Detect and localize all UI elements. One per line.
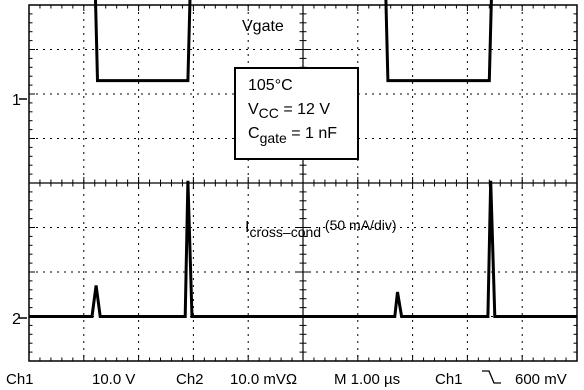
vcc-subscript: CC: [259, 105, 279, 121]
conditions-box-frame: [234, 67, 359, 160]
vcc-symbol: V: [248, 101, 259, 118]
ch2-name: Ch2: [176, 371, 204, 388]
trace-icross-cond: [29, 180, 577, 318]
ch1-scale: 10.0 V: [92, 371, 135, 388]
icross-subscript: cross–cond: [249, 224, 321, 240]
conditions-box: 105°C VCC = 12 V Cgate = 1 nF: [234, 67, 359, 160]
icross-scale: (50 mA/div): [321, 217, 396, 233]
ch2-scale: 10.0 mVΩ: [230, 371, 297, 388]
vcc-text: VCC = 12 V: [248, 101, 330, 121]
temperature-text: 105°C: [248, 77, 293, 94]
cgate-text: Cgate = 1 nF: [248, 125, 337, 146]
channel1-marker: 1: [12, 92, 21, 109]
graticule: [28, 4, 578, 362]
trigger-source: Ch1: [435, 371, 463, 388]
trace-group: [29, 0, 577, 318]
vgate-label: Vgate: [242, 18, 284, 35]
channel2-marker: 2: [12, 311, 21, 328]
cgate-symbol: C: [248, 125, 260, 142]
readout-bar: Ch1 10.0 V Ch2 10.0 mVΩ M 1.00 µs Ch1 60…: [6, 370, 567, 388]
timebase-readout: M 1.00 µs: [334, 371, 400, 388]
vcc-value: = 12 V: [279, 101, 330, 118]
cgate-value: = 1 nF: [287, 125, 337, 142]
falling-edge-icon: [482, 370, 501, 384]
icross-label: Icross–cond (50 mA/div): [245, 217, 397, 240]
ch1-name: Ch1: [6, 371, 34, 388]
icross-symbol: I: [245, 219, 249, 236]
trace-vgate: [94, 0, 493, 83]
cgate-subscript: gate: [260, 130, 287, 146]
trigger-level: 600 mV: [515, 371, 567, 388]
